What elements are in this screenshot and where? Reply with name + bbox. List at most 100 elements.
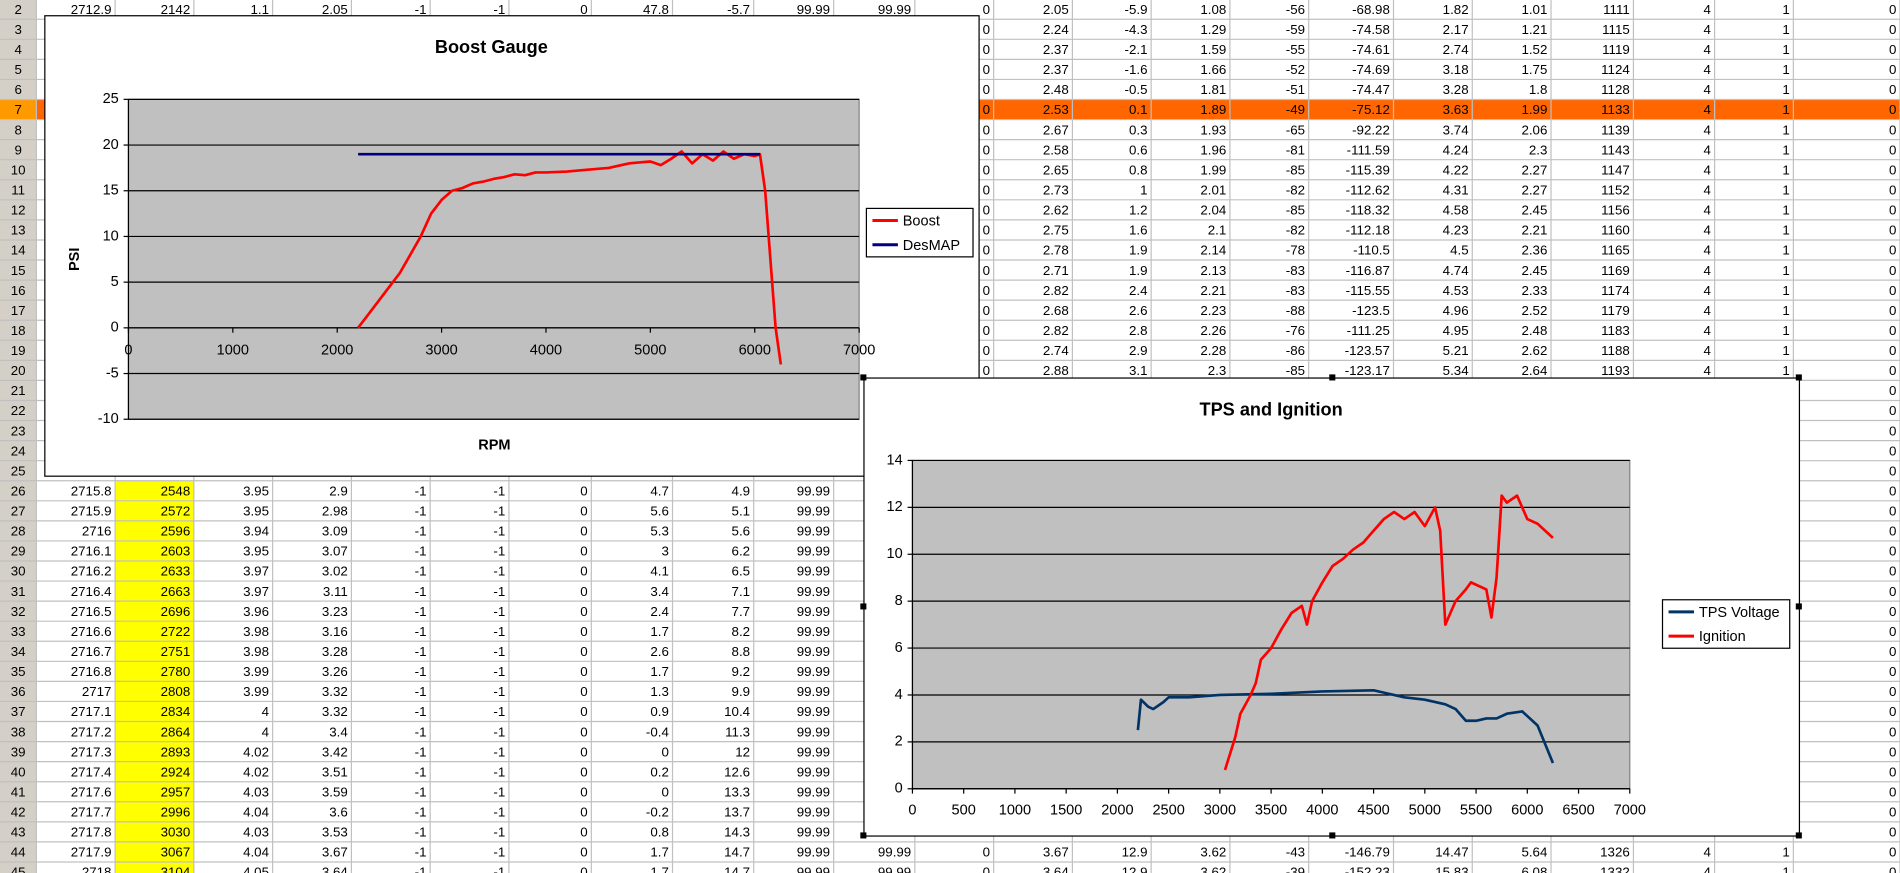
cell: -51: [1286, 82, 1305, 97]
cell: 3.6: [329, 805, 348, 820]
cell: 0: [983, 122, 990, 137]
cell: 14.7: [724, 865, 750, 873]
cell: 2.21: [1200, 283, 1226, 298]
row-number: 40: [11, 764, 26, 779]
cell: 99.99: [797, 865, 830, 873]
cell: 2717.2: [71, 724, 112, 739]
cell: 2.4: [1129, 283, 1148, 298]
cell: -115.39: [1346, 162, 1390, 177]
handle[interactable]: [860, 832, 867, 839]
cell: 2.9: [329, 483, 348, 498]
cell: 1: [1782, 303, 1789, 318]
cell: -86: [1286, 343, 1305, 358]
cell: 0: [1889, 825, 1896, 840]
cell: -88: [1286, 303, 1305, 318]
x-tick-label: 6000: [1511, 802, 1543, 818]
handle[interactable]: [1795, 374, 1802, 381]
y-tick-label: -5: [106, 365, 119, 381]
cell: 6.08: [1521, 865, 1547, 873]
cell: 4: [1704, 323, 1712, 338]
cell: -1: [493, 845, 505, 860]
cell: 1174: [1601, 283, 1630, 298]
row-number: 14: [11, 243, 26, 258]
cell: 0: [983, 865, 990, 873]
x-tick-label: 4000: [1306, 802, 1338, 818]
cell: -1: [493, 805, 505, 820]
cell: -112.62: [1346, 183, 1390, 198]
row-number: 5: [14, 62, 21, 77]
cell: 3: [661, 544, 668, 559]
row-number: 12: [11, 203, 26, 218]
cell: 99.99: [797, 524, 830, 539]
cell: 0: [1889, 865, 1896, 873]
row-number: 22: [11, 403, 26, 418]
cell: 99.99: [878, 865, 911, 873]
row-number: 42: [11, 805, 26, 820]
cell: 0: [580, 2, 587, 17]
cell: 0: [580, 744, 587, 759]
cell: 1.99: [1200, 162, 1226, 177]
highlight-cell: [115, 841, 194, 862]
cell: 0: [983, 343, 990, 358]
series-line: [357, 150, 783, 365]
cell: 0: [1889, 142, 1896, 157]
cell: 3.96: [243, 604, 269, 619]
cell: 5.64: [1521, 845, 1548, 860]
cell: 0: [1889, 704, 1896, 719]
cell: -116.87: [1346, 263, 1390, 278]
cell: 0: [983, 82, 990, 97]
cell: -4.3: [1125, 22, 1148, 37]
row-number: 13: [11, 223, 26, 238]
cell: 2.01: [1200, 183, 1226, 198]
row-number: 17: [11, 303, 26, 318]
cell: 3.62: [1200, 845, 1226, 860]
handle[interactable]: [1329, 832, 1336, 839]
cell: 1.96: [1200, 142, 1226, 157]
highlight-cell: [115, 581, 194, 602]
cell: 15.83: [1435, 865, 1468, 873]
handle[interactable]: [1795, 832, 1802, 839]
handle[interactable]: [860, 603, 867, 610]
cell: 0: [580, 644, 587, 659]
cell: 0: [983, 22, 990, 37]
cell: -1: [415, 524, 427, 539]
highlight-cell: [115, 821, 194, 842]
cell: -1: [493, 544, 505, 559]
cell: 1: [1782, 2, 1789, 17]
cell: 3.62: [1200, 865, 1226, 873]
cell: 0: [983, 183, 990, 198]
cell: 2.1: [1208, 223, 1227, 238]
chart-title: TPS and Ignition: [1199, 400, 1342, 420]
cell: 4.04: [243, 805, 270, 820]
cell: 1.93: [1200, 122, 1226, 137]
cell: -1: [493, 664, 505, 679]
cell: 2864: [161, 724, 191, 739]
cell: 0: [580, 764, 587, 779]
handle[interactable]: [1795, 603, 1802, 610]
highlight-cell: [115, 861, 194, 873]
cell: 3.99: [243, 664, 269, 679]
cell: 1: [1782, 343, 1789, 358]
row-number: 8: [14, 122, 21, 137]
cell: 4: [1704, 243, 1712, 258]
cell: 0: [1889, 724, 1896, 739]
handle[interactable]: [1329, 374, 1336, 381]
cell: -56: [1286, 2, 1305, 17]
cell: 7.7: [732, 604, 751, 619]
cell: 11.3: [725, 724, 750, 739]
highlight-cell: [115, 540, 194, 561]
cell: 2.78: [1043, 243, 1069, 258]
handle[interactable]: [860, 374, 867, 381]
row-number: 29: [11, 544, 26, 559]
cell: 1: [1782, 283, 1789, 298]
cell: 1: [1140, 183, 1147, 198]
highlight-row-header: [0, 99, 37, 120]
cell: 2712.9: [71, 2, 112, 17]
cell: 0: [580, 604, 587, 619]
cell: 0: [983, 102, 990, 117]
cell: 1160: [1601, 223, 1630, 238]
cell: 4.96: [1443, 303, 1469, 318]
cell: 3.59: [322, 784, 348, 799]
cell: 3.95: [243, 544, 269, 559]
cell: 4.03: [243, 784, 269, 799]
